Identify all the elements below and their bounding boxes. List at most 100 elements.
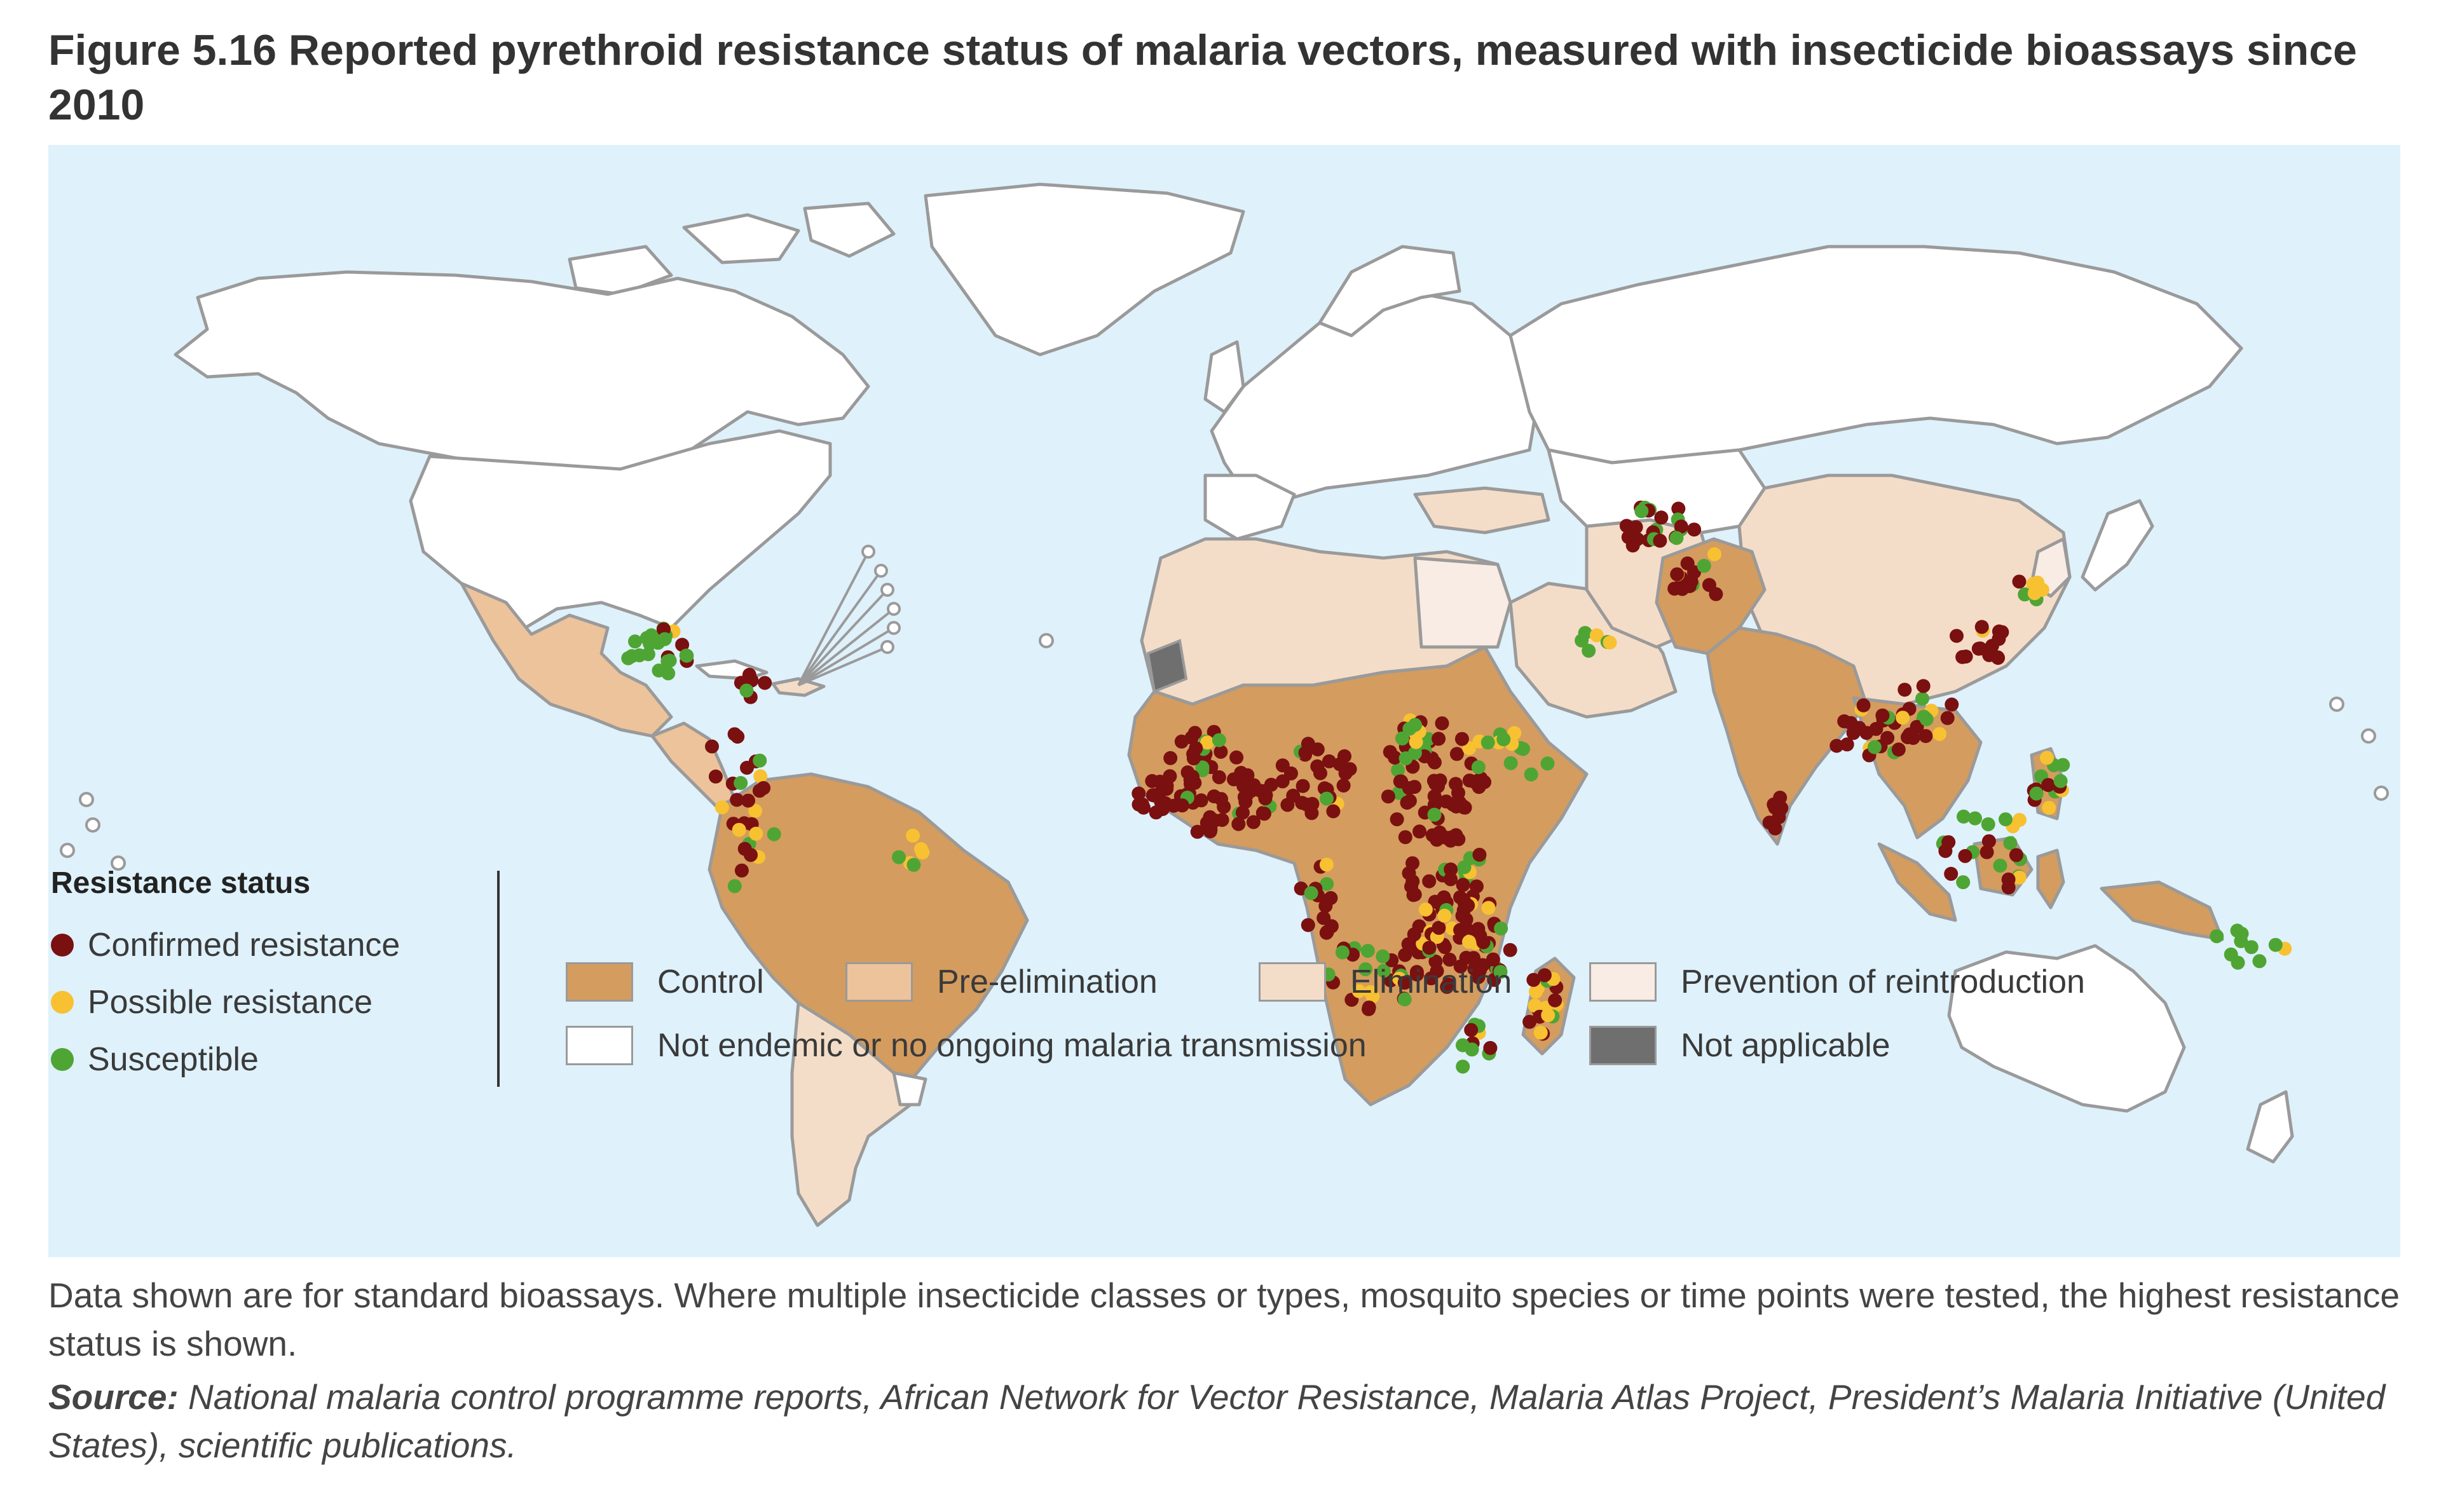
susceptible-point: [1395, 731, 1409, 746]
confirmed-resistance-point: [1393, 774, 1407, 789]
legend-label: Not applicable: [1681, 1027, 1891, 1064]
susceptible-point: [651, 636, 666, 650]
confirmed-resistance-point: [1212, 770, 1226, 784]
susceptible-point: [1493, 965, 1508, 979]
possible-resistance-point: [2040, 751, 2054, 765]
confirmed-resistance-point: [1438, 830, 1453, 845]
confirmed-resistance-point: [1486, 952, 1500, 967]
confirmed-resistance-point: [1362, 1002, 1376, 1016]
confirmed-resistance-point: [1940, 711, 1955, 725]
confirmed-resistance-point: [1305, 796, 1320, 811]
confirmed-resistance-point: [1449, 747, 1464, 761]
confirmed-resistance-point: [1454, 732, 1469, 746]
susceptible-point: [1634, 504, 1649, 519]
south-america-control: [708, 772, 1029, 1113]
susceptible-point: [1503, 756, 1518, 770]
possible-resistance-dot: [51, 991, 74, 1014]
figure-note: Data shown are for standard bioassays. W…: [48, 1276, 2400, 1363]
confirmed-resistance-point: [1442, 952, 1457, 967]
arctic-islands-2: [803, 201, 896, 258]
bioassay-points: [621, 500, 2292, 1074]
susceptible-point: [739, 683, 754, 698]
pacific-island: [2374, 786, 2389, 801]
confirmed-resistance-point: [1471, 970, 1486, 984]
confirmed-resistance-point: [1955, 650, 1970, 664]
pacific-island: [111, 855, 126, 871]
possible-resistance-point: [1896, 711, 1910, 725]
confirmed-resistance-point: [1910, 719, 1924, 734]
europe: [1210, 289, 1538, 503]
susceptible-point: [1376, 949, 1390, 964]
possible-resistance-point: [1932, 726, 1947, 741]
confirmed-resistance-point: [1444, 862, 1458, 876]
susceptible-point: [1524, 767, 1538, 782]
possible-resistance-point: [2026, 576, 2041, 591]
confirmed-resistance-point: [1762, 815, 1777, 830]
sulawesi: [2036, 848, 2065, 909]
susceptible-point: [1360, 944, 1375, 958]
confirmed-resistance-point: [1388, 751, 1402, 765]
prevention-swatch: [1589, 962, 1657, 1002]
susceptible-point: [2234, 927, 2249, 941]
susceptible-point: [1496, 732, 1511, 747]
western-sahara: [1146, 639, 1188, 693]
possible-resistance-point: [2012, 870, 2027, 885]
susceptible-point: [660, 654, 675, 669]
confirmed-resistance-point: [1453, 923, 1468, 937]
atlantic-island: [1039, 633, 1054, 648]
confirmed-resistance-point: [1991, 651, 2006, 665]
confirmed-resistance-point: [1137, 800, 1151, 815]
confirmed-resistance-point: [1457, 896, 1472, 910]
confirmed-resistance-point: [744, 848, 758, 862]
susceptible-point: [1465, 1042, 1479, 1057]
susceptible-point: [641, 647, 655, 662]
susceptible-point: [1494, 921, 1508, 936]
confirmed-resistance-point: [1409, 965, 1424, 979]
confirmed-resistance-point: [1979, 845, 1994, 859]
confirmed-resistance-point: [1229, 750, 1244, 765]
susceptible-point: [2053, 773, 2068, 788]
confirmed-resistance-point: [730, 730, 745, 744]
susceptible-point: [639, 630, 654, 645]
confirmed-resistance-point: [1472, 847, 1487, 862]
susceptible-point: [1578, 625, 1592, 640]
possible-resistance-point: [1418, 902, 1433, 917]
confirmed-resistance-point: [1938, 844, 1953, 858]
confirmed-resistance-point: [1829, 739, 1844, 753]
susceptible-point: [1981, 817, 1995, 831]
confirmed-resistance-point: [1187, 726, 1202, 740]
susceptible-point: [652, 664, 666, 678]
pre-elimination-swatch: [845, 962, 913, 1002]
susceptible-point: [2252, 954, 2267, 969]
greenland: [924, 182, 1245, 357]
confirmed-resistance-point: [1483, 1040, 1498, 1055]
not-endemic-swatch: [566, 1026, 633, 1065]
confirmed-resistance-point: [1680, 556, 1695, 571]
legend-label: Susceptible: [88, 1041, 259, 1078]
confirmed-resistance-point: [1441, 977, 1456, 991]
susceptible-point: [1957, 809, 1971, 824]
confirmed-resistance-point: [1316, 911, 1331, 925]
phase-legend: Control Pre-elimination Elimination Prev…: [566, 960, 2282, 1100]
legend-divider: [497, 871, 500, 1087]
world-map-panel: [48, 145, 2400, 1257]
confirmed-resistance-point: [1674, 519, 1688, 534]
confirmed-resistance-point: [1247, 778, 1261, 793]
susceptible-point: [753, 753, 767, 768]
susceptible-point: [1697, 559, 1711, 573]
confirmed-resistance-point: [1381, 789, 1395, 804]
possible-resistance-point: [1319, 857, 1334, 872]
confirmed-resistance-point: [1240, 768, 1255, 782]
confirmed-resistance-point: [2012, 575, 2027, 589]
possible-resistance-point: [1707, 547, 1721, 561]
confirmed-resistance-point: [1422, 941, 1437, 955]
confirmed-resistance-point: [1337, 749, 1351, 763]
world-map: [60, 182, 2389, 1227]
susceptible-point: [1427, 807, 1442, 822]
susceptible-point: [1669, 531, 1684, 545]
confirmed-resistance-point: [1159, 782, 1174, 796]
confirmed-resistance-point: [1156, 802, 1170, 816]
australia: [1947, 944, 2186, 1113]
confirmed-resistance-point: [1407, 927, 1421, 942]
confirmed-resistance-point: [1840, 737, 1854, 752]
